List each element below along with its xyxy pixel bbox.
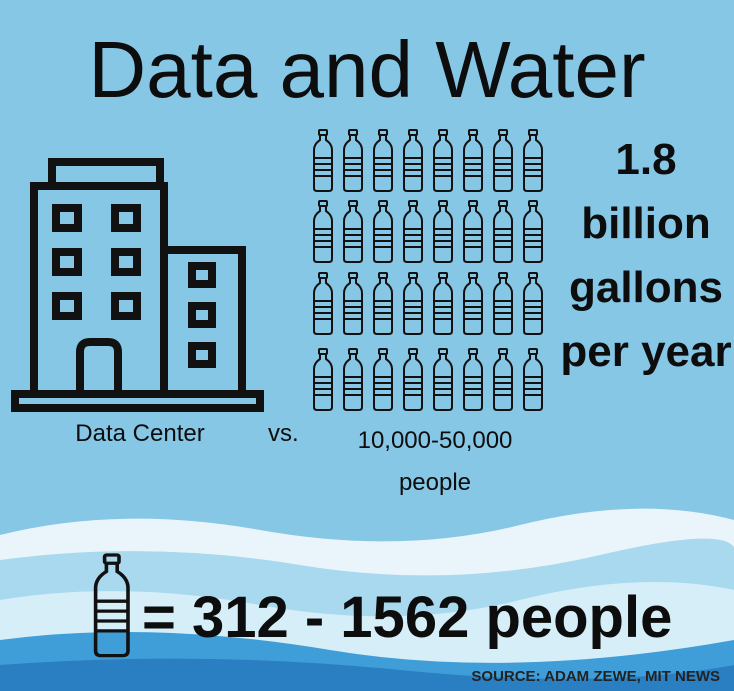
bottle <box>373 348 393 411</box>
bottle <box>433 272 453 335</box>
bottle <box>433 200 453 263</box>
bottle <box>373 200 393 263</box>
bottle <box>433 129 453 192</box>
bottle <box>313 348 333 411</box>
bottle <box>523 272 543 335</box>
bottle <box>313 200 333 263</box>
bottle <box>463 200 483 263</box>
bottle <box>523 200 543 263</box>
label: vs. <box>268 420 299 447</box>
bottle <box>523 129 543 192</box>
statistic: 1.8 billion gallons per year <box>560 135 732 376</box>
bottle-grid <box>313 129 543 411</box>
bottle <box>493 129 513 192</box>
bottle <box>463 129 483 192</box>
bottle <box>373 272 393 335</box>
bottle <box>343 348 363 411</box>
bottle <box>493 272 513 335</box>
label: 10,000-50,000 people <box>357 427 513 496</box>
building-icon <box>11 158 264 412</box>
bottle <box>403 272 423 335</box>
equation: = 312 - 1562 people <box>142 585 673 650</box>
bottle <box>493 348 513 411</box>
bottle <box>313 272 333 335</box>
bottle <box>343 129 363 192</box>
bottle <box>403 348 423 411</box>
label: Data Center <box>75 420 205 447</box>
bottle <box>463 348 483 411</box>
bottle <box>343 272 363 335</box>
bottle <box>523 348 543 411</box>
bottle <box>313 129 333 192</box>
bottle <box>493 200 513 263</box>
bottle <box>463 272 483 335</box>
bottle <box>373 129 393 192</box>
source: SOURCE: ADAM ZEWE, MIT NEWS <box>471 668 720 685</box>
wave <box>0 658 734 691</box>
bottle <box>403 200 423 263</box>
bottle <box>433 348 453 411</box>
bottle <box>343 200 363 263</box>
title: Data and Water <box>88 25 646 114</box>
bottle <box>403 129 423 192</box>
